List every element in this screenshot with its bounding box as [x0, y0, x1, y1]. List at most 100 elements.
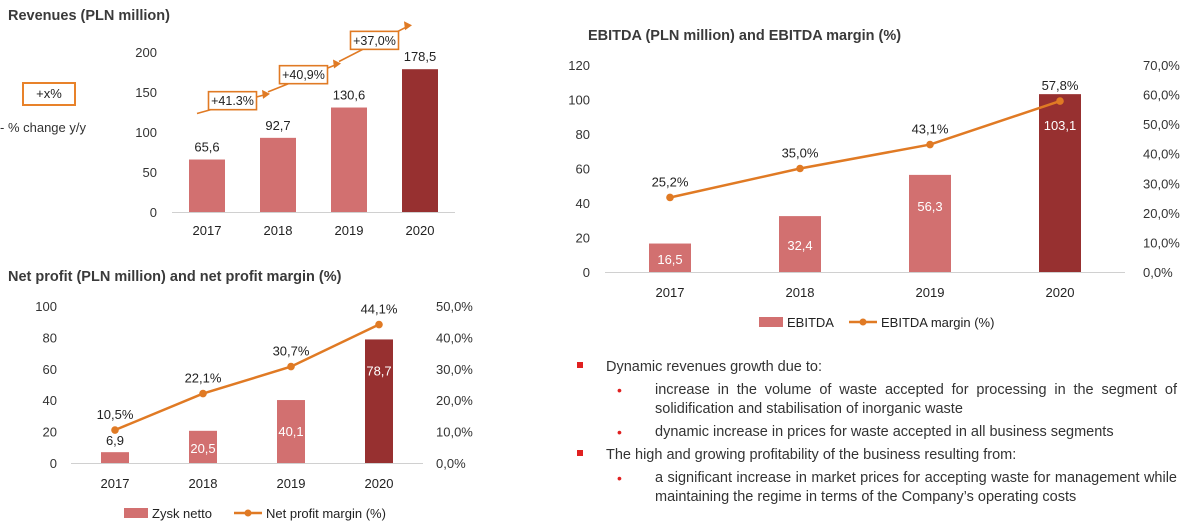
bar	[277, 400, 305, 463]
line-data-label: 30,7%	[273, 344, 310, 359]
y2-tick-label: 40,0%	[1143, 147, 1180, 162]
net-profit-chart-title: Net profit (PLN million) and net profit …	[8, 269, 342, 285]
data-label: 130,6	[333, 88, 366, 103]
sub-bullet-text: dynamic increase in prices for waste acc…	[655, 424, 1114, 440]
bar-data-label: 6,9	[106, 433, 124, 448]
x-tick-label: 2019	[335, 223, 364, 238]
bar-data-label: 32,4	[787, 238, 812, 253]
bullet-marker	[577, 450, 583, 456]
ebitda-chart: 0 20 40 60 80 100 120 0,0% 10,0% 20,0% 30,0% 40,0% 5…	[568, 58, 1180, 330]
sub-bullet-text: a significant increase in market prices …	[655, 470, 1177, 505]
y-tick-label: 40	[43, 393, 57, 408]
bar	[649, 243, 691, 272]
y-tick-label: 40	[576, 196, 590, 211]
line-point	[375, 320, 383, 329]
line-data-label: 44,1%	[361, 302, 398, 317]
line-point	[287, 362, 295, 371]
x-tick-label: 2017	[656, 285, 685, 300]
line-series	[669, 99, 1061, 199]
y-tick-label: 100	[35, 299, 57, 314]
bar	[1039, 94, 1081, 272]
line-data-label: 43,1%	[912, 122, 949, 137]
y-tick-label: 100	[568, 93, 590, 108]
y2-tick-label: 30,0%	[436, 362, 473, 377]
legend-bar-label: EBITDA	[787, 315, 834, 330]
bullet-marker	[577, 362, 583, 368]
commentary: Dynamic revenues growth due to: • increas…	[577, 358, 1177, 511]
bar	[779, 216, 821, 272]
y-tick-label: 50	[143, 165, 157, 180]
y-tick-label: 0	[150, 205, 157, 220]
growth-label: +40,9%	[282, 68, 325, 82]
bar	[101, 452, 129, 463]
bullet-item: The high and growing profitability of th…	[577, 446, 1177, 507]
bar	[365, 339, 393, 463]
y-tick-label: 20	[576, 231, 590, 246]
growth-box	[278, 64, 329, 85]
sub-bullet-marker: •	[617, 382, 622, 398]
bar-data-label: 78,7	[366, 363, 391, 378]
data-label: 178,5	[404, 49, 437, 64]
legend-bar-swatch	[759, 317, 783, 327]
x-tick-label: 2018	[264, 223, 293, 238]
growth-label: +41.3%	[211, 94, 254, 108]
data-label: 65,6	[194, 140, 219, 155]
y2-tick-label: 70,0%	[1143, 58, 1180, 73]
growth-box	[349, 30, 400, 51]
bar-data-label: 56,3	[917, 199, 942, 214]
bullet-text: The high and growing profitability of th…	[606, 447, 1017, 463]
growth-box	[207, 90, 258, 111]
growth-arrowhead	[333, 59, 341, 69]
growth-arrowhead	[404, 21, 412, 31]
line-data-label: 25,2%	[652, 174, 689, 189]
line-data-label: 35,0%	[782, 146, 819, 161]
x-tick-label: 2017	[193, 223, 222, 238]
line-series	[114, 323, 380, 432]
line-point	[926, 140, 934, 149]
y2-tick-label: 0,0%	[436, 456, 466, 471]
x-tick-label: 2020	[365, 476, 394, 491]
bar-data-label: 40,1	[278, 424, 303, 439]
line-point	[666, 193, 674, 202]
y-tick-label: 0	[583, 265, 590, 280]
ebitda-chart-title: EBITDA (PLN million) and EBITDA margin (…	[588, 28, 902, 44]
bar	[909, 174, 951, 272]
y2-tick-label: 60,0%	[1143, 88, 1180, 103]
y-tick-label: 80	[43, 330, 57, 345]
y2-tick-label: 0,0%	[1143, 265, 1173, 280]
y2-tick-label: 10,0%	[1143, 235, 1180, 250]
line-data-label: 57,8%	[1042, 78, 1079, 93]
line-point	[796, 164, 804, 173]
y2-tick-label: 50,0%	[436, 299, 473, 314]
bar-data-label: 16,5	[657, 252, 682, 267]
x-tick-label: 2018	[189, 476, 218, 491]
legend-bar-label: Zysk netto	[152, 506, 212, 521]
bullet-item: Dynamic revenues growth due to: • increas…	[577, 358, 1177, 442]
y2-tick-label: 20,0%	[436, 393, 473, 408]
bullet-text: Dynamic revenues growth due to:	[606, 359, 822, 375]
line-data-label: 10,5%	[97, 407, 134, 422]
line-point	[199, 389, 207, 398]
y2-tick-label: 50,0%	[1143, 117, 1180, 132]
legend-line-label: Net profit margin (%)	[266, 506, 386, 521]
growth-arrowhead	[262, 89, 270, 99]
y2-tick-label: 20,0%	[1143, 206, 1180, 221]
bar-data-label: 103,1	[1044, 118, 1077, 133]
sub-bullet-item: • a significant increase in market prices…	[577, 469, 1177, 507]
sub-bullet-marker: •	[617, 424, 622, 440]
legend-line-label: EBITDA margin (%)	[881, 315, 994, 330]
line-data-label: 22,1%	[185, 371, 222, 386]
revenues-chart: 0 50 100 150 200 65,6 2017 92,7 2018 130,6 2019 178…	[135, 21, 455, 238]
legend-line-marker	[859, 318, 867, 326]
y2-tick-label: 40,0%	[436, 330, 473, 345]
bar	[189, 430, 217, 463]
y-tick-label: 120	[568, 58, 590, 73]
y-tick-label: 150	[135, 85, 157, 100]
line-point	[1056, 97, 1064, 105]
bar-data-label: 20,5	[190, 441, 215, 456]
y-tick-label: 60	[43, 362, 57, 377]
y-tick-label: 20	[43, 425, 57, 440]
net-profit-chart: 0 20 40 60 80 100 0,0% 10,0% 20,0% 30,0% 40,0% 50,0…	[35, 299, 473, 521]
growth-label: +37,0%	[353, 34, 396, 48]
x-tick-label: 2018	[786, 285, 815, 300]
